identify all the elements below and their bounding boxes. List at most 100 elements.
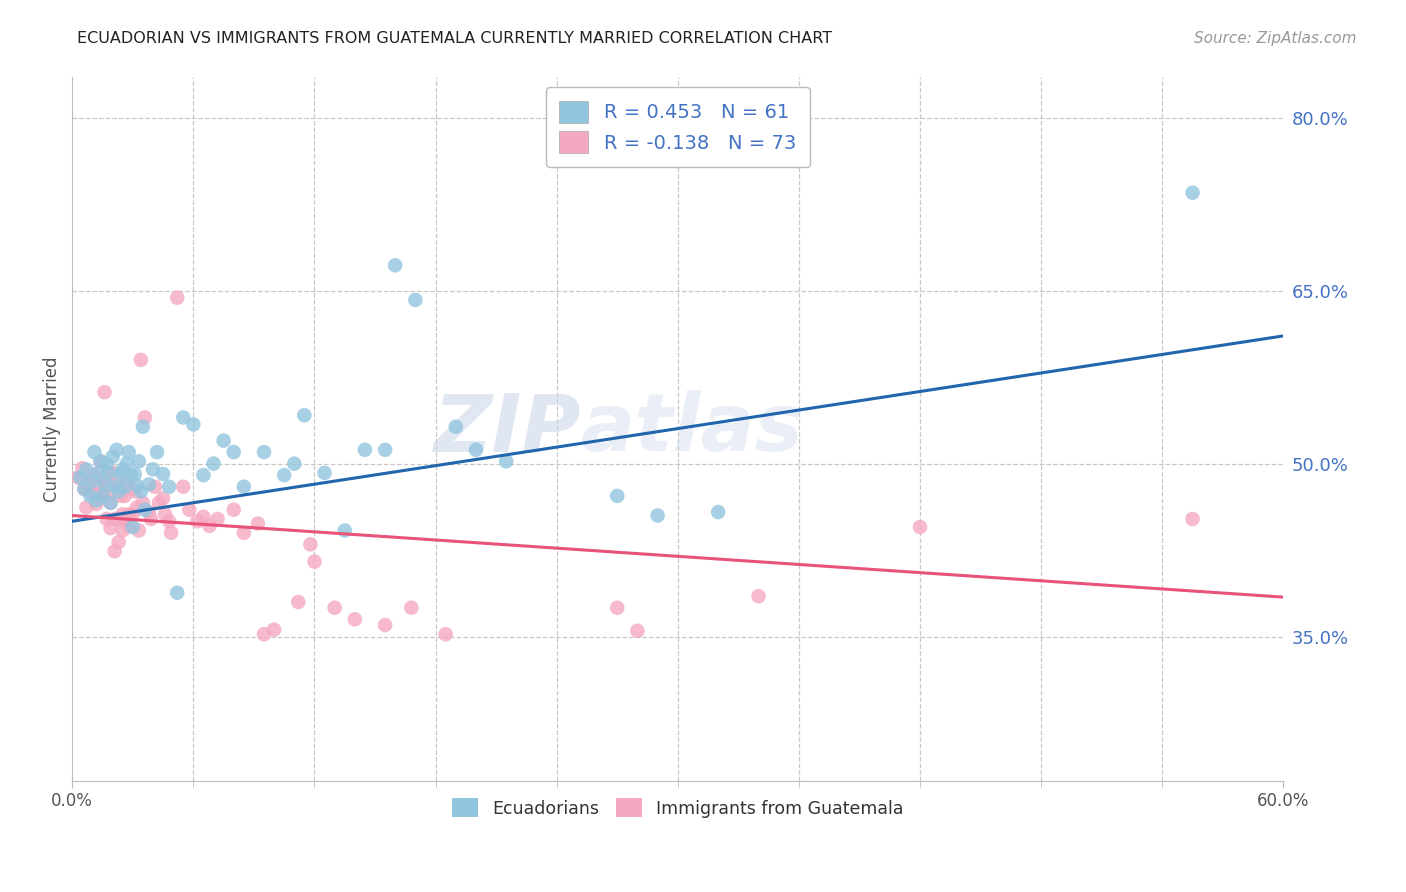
Point bbox=[111, 508, 134, 522]
Point bbox=[172, 410, 194, 425]
Point bbox=[93, 385, 115, 400]
Point bbox=[1181, 512, 1204, 526]
Point bbox=[125, 478, 148, 492]
Point bbox=[193, 509, 215, 524]
Point bbox=[107, 512, 129, 526]
Point bbox=[93, 477, 115, 491]
Point bbox=[100, 496, 122, 510]
Point bbox=[82, 474, 104, 488]
Legend: Ecuadorians, Immigrants from Guatemala: Ecuadorians, Immigrants from Guatemala bbox=[444, 791, 911, 825]
Point bbox=[86, 493, 108, 508]
Point bbox=[86, 497, 108, 511]
Point bbox=[91, 489, 114, 503]
Point bbox=[606, 600, 628, 615]
Point bbox=[87, 480, 110, 494]
Point bbox=[132, 419, 155, 434]
Point bbox=[707, 505, 730, 519]
Point bbox=[222, 445, 245, 459]
Point bbox=[69, 470, 91, 484]
Point bbox=[132, 496, 155, 510]
Point bbox=[283, 457, 305, 471]
Point bbox=[97, 477, 120, 491]
Point bbox=[202, 457, 225, 471]
Point bbox=[647, 508, 669, 523]
Point bbox=[292, 408, 315, 422]
Point bbox=[404, 293, 426, 307]
Point bbox=[118, 445, 141, 459]
Point bbox=[73, 482, 96, 496]
Point bbox=[128, 524, 150, 538]
Point bbox=[96, 486, 118, 500]
Point bbox=[115, 473, 138, 487]
Point bbox=[384, 258, 406, 272]
Point bbox=[343, 612, 366, 626]
Point bbox=[118, 519, 141, 533]
Point bbox=[142, 462, 165, 476]
Text: ZIP: ZIP bbox=[433, 390, 581, 468]
Text: ECUADORIAN VS IMMIGRANTS FROM GUATEMALA CURRENTLY MARRIED CORRELATION CHART: ECUADORIAN VS IMMIGRANTS FROM GUATEMALA … bbox=[77, 31, 832, 46]
Point bbox=[606, 489, 628, 503]
Point bbox=[287, 595, 309, 609]
Point bbox=[186, 514, 208, 528]
Point bbox=[434, 627, 457, 641]
Point bbox=[166, 291, 188, 305]
Point bbox=[114, 512, 136, 526]
Point bbox=[129, 352, 152, 367]
Point bbox=[124, 484, 146, 499]
Point bbox=[89, 454, 111, 468]
Point bbox=[83, 445, 105, 459]
Point bbox=[97, 466, 120, 480]
Point bbox=[120, 482, 142, 496]
Point bbox=[374, 442, 396, 457]
Point bbox=[222, 502, 245, 516]
Point bbox=[114, 480, 136, 494]
Point bbox=[128, 454, 150, 468]
Point bbox=[101, 466, 124, 480]
Point bbox=[253, 627, 276, 641]
Point bbox=[125, 500, 148, 515]
Point bbox=[183, 417, 205, 432]
Point bbox=[105, 477, 128, 491]
Point bbox=[82, 486, 104, 500]
Point bbox=[79, 489, 101, 503]
Point bbox=[157, 514, 180, 528]
Point bbox=[495, 454, 517, 468]
Point bbox=[1181, 186, 1204, 200]
Point bbox=[134, 502, 156, 516]
Point bbox=[100, 496, 122, 510]
Point bbox=[354, 442, 377, 457]
Point bbox=[193, 468, 215, 483]
Point bbox=[91, 489, 114, 503]
Point bbox=[179, 502, 201, 516]
Point bbox=[198, 519, 221, 533]
Point bbox=[110, 489, 132, 503]
Point bbox=[115, 457, 138, 471]
Point bbox=[114, 489, 136, 503]
Point bbox=[75, 462, 97, 476]
Point bbox=[77, 477, 100, 491]
Point bbox=[121, 508, 143, 522]
Point bbox=[100, 521, 122, 535]
Point bbox=[101, 450, 124, 464]
Point bbox=[111, 462, 134, 476]
Text: Source: ZipAtlas.com: Source: ZipAtlas.com bbox=[1194, 31, 1357, 46]
Point bbox=[333, 524, 356, 538]
Point bbox=[263, 623, 285, 637]
Point bbox=[273, 468, 295, 483]
Point bbox=[93, 477, 115, 491]
Point bbox=[626, 624, 648, 638]
Point bbox=[253, 445, 276, 459]
Point bbox=[166, 586, 188, 600]
Point bbox=[104, 512, 127, 526]
Point bbox=[72, 461, 94, 475]
Point bbox=[107, 535, 129, 549]
Point bbox=[96, 512, 118, 526]
Point bbox=[105, 442, 128, 457]
Point bbox=[129, 484, 152, 499]
Point bbox=[67, 470, 90, 484]
Point bbox=[232, 480, 254, 494]
Point bbox=[444, 419, 467, 434]
Point bbox=[111, 524, 134, 538]
Point bbox=[212, 434, 235, 448]
Point bbox=[152, 467, 174, 481]
